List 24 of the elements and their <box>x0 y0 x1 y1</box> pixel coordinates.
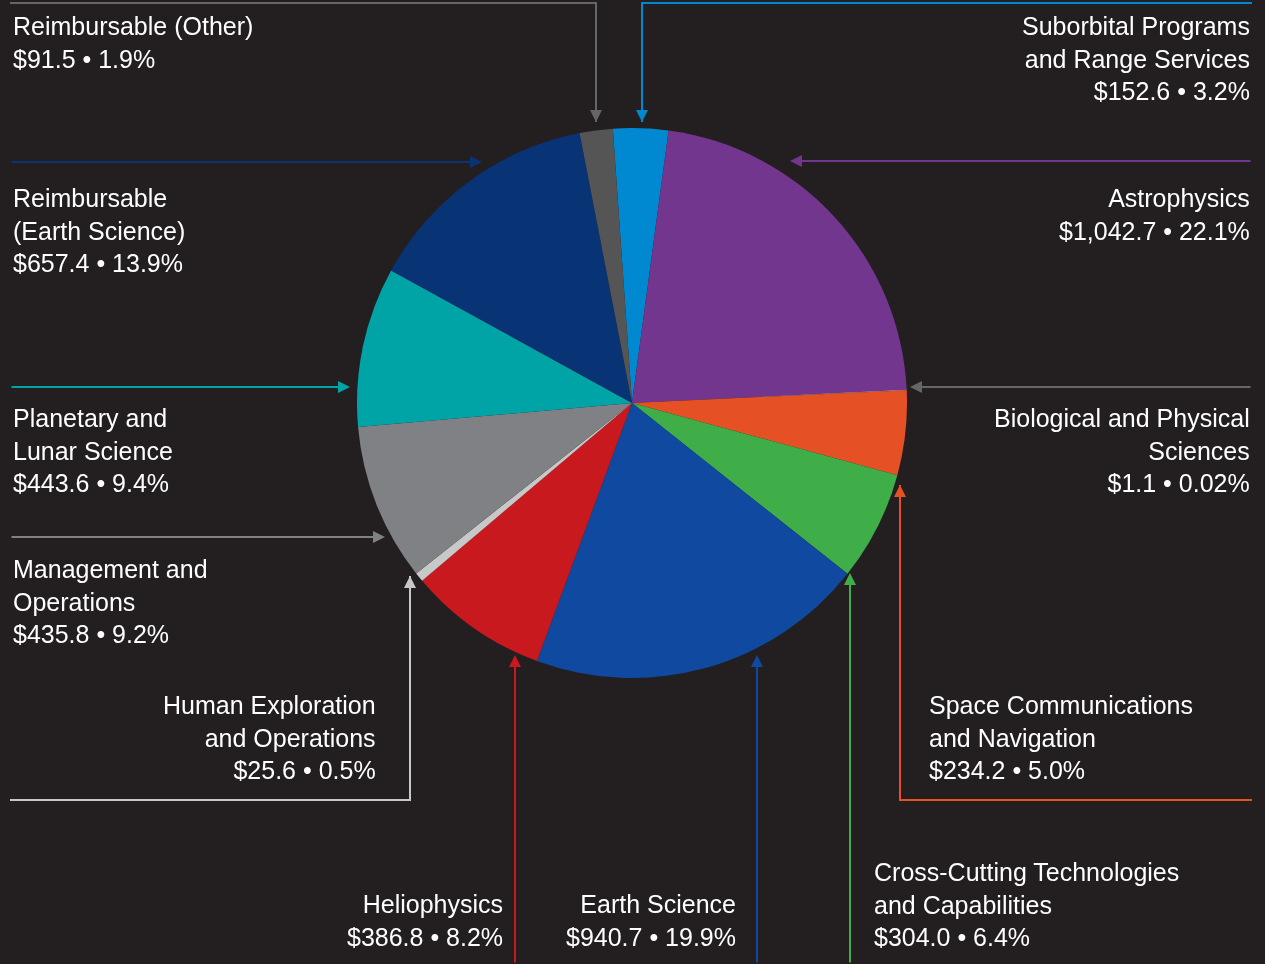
data-label: $152.6 • 3.2% <box>1093 77 1250 105</box>
data-label: $91.5 • 1.9% <box>13 44 156 73</box>
slice-label: Human Exploration and Operations <box>163 691 376 752</box>
data-label: $234.2 • 5.0% <box>929 756 1086 784</box>
slice-label: Heliophysics <box>362 890 504 918</box>
slice-label: Reimbursable (Other) <box>13 12 254 40</box>
slice-label: Cross-Cutting Technologies and Capabilities <box>874 858 1180 919</box>
data-label: $1,042.7 • 22.1% <box>1059 216 1250 245</box>
slice-label: Astrophysics <box>1108 184 1250 212</box>
slice-label: Management and Operations <box>13 555 208 616</box>
slice-label: Earth Science <box>580 890 736 918</box>
slice-label: Suborbital Programs and Range Services <box>1022 12 1250 73</box>
slice-label: Reimbursable (Earth Science) <box>13 184 186 245</box>
slice-label: Biological and Physical Sciences <box>994 404 1250 465</box>
data-label: $657.4 • 13.9% <box>13 249 183 277</box>
data-label: $435.8 • 9.2% <box>13 620 170 648</box>
data-label: $25.6 • 0.5% <box>233 756 376 784</box>
data-label: $386.8 • 8.2% <box>347 922 504 951</box>
slice-label: Space Communications and Navigation <box>929 691 1194 752</box>
data-label: $443.6 • 9.4% <box>13 469 170 497</box>
data-label: $1.1 • 0.02% <box>1107 469 1250 497</box>
data-label: $940.7 • 19.9% <box>566 922 736 951</box>
data-label: $304.0 • 6.4% <box>874 923 1031 951</box>
slice-label: Planetary and Lunar Science <box>13 404 173 465</box>
